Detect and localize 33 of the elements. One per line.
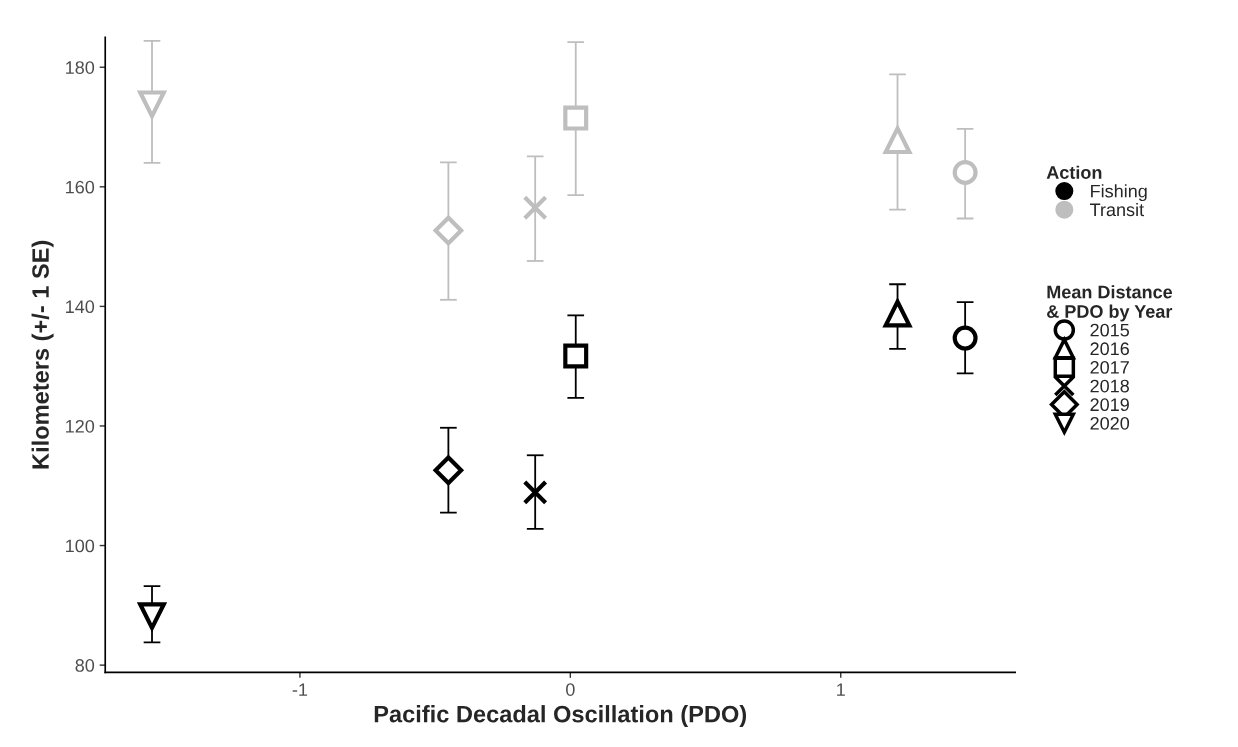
y-tick-label: 140 [66,300,95,314]
x-axis-title: Pacific Decadal Oscillation (PDO) [374,705,747,728]
legend-label: 2017 [1090,361,1129,374]
y-tick-label: 80 [75,659,95,672]
y-tick-label: 100 [66,539,95,553]
point [563,105,589,131]
y-tick-label: 160 [66,180,95,194]
point [522,479,548,505]
point [952,159,978,185]
y-tick-label: 180 [66,61,95,74]
x-tick-label: 1 [837,683,845,696]
legend-label: 2020 [1090,416,1130,430]
point [952,325,978,351]
x-tick-label: 0 [566,683,575,696]
point [433,455,464,486]
point [522,195,548,221]
legend-label: 2019 [1090,398,1129,412]
y-axis-title: Kilometers (+/- 1 SE) [31,240,54,469]
legend-label: Transit [1090,202,1144,217]
point [563,343,589,369]
point [138,602,166,630]
point [883,126,912,155]
point [138,90,166,119]
text: Action [1046,165,1102,179]
point [433,215,464,246]
x-tick-label: -1 [292,683,308,696]
y-tick-label: 120 [66,419,95,433]
legend-label: 2015 [1090,323,1130,337]
point [883,299,912,328]
legend-label: 2018 [1090,379,1129,393]
text: Mean Distance & PDO by Year [1047,285,1173,322]
legend-label: Fishing [1091,184,1147,202]
legend-label: 2016 [1090,342,1129,356]
